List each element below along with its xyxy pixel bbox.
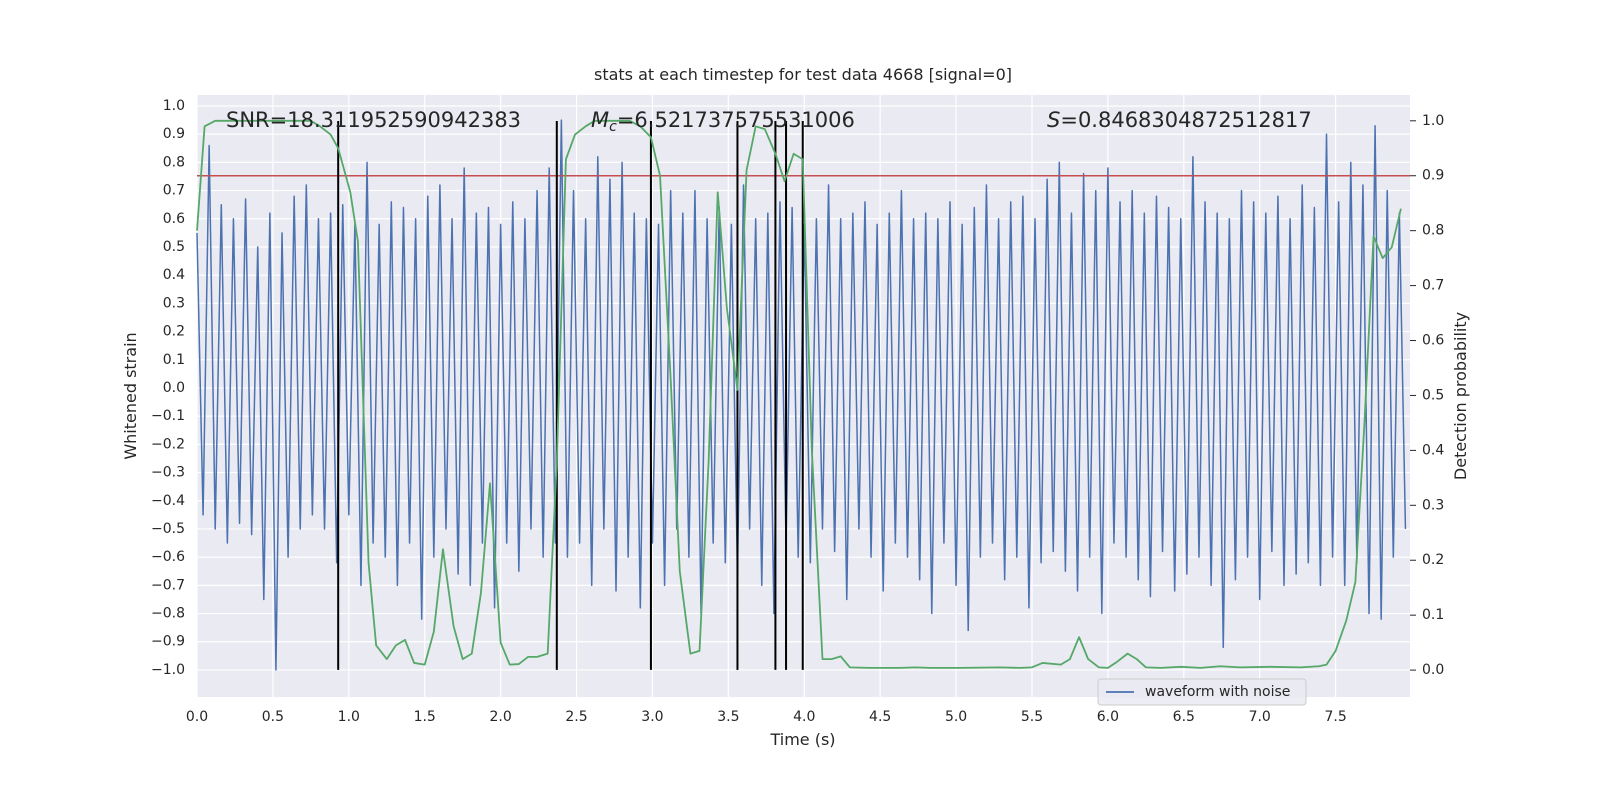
y-tick-label: 0.8 <box>163 154 185 170</box>
y-tick-label: −1.0 <box>151 662 185 678</box>
y2-tick-label: 0.5 <box>1422 387 1444 403</box>
annotation: Mc=6.521737575531006 <box>591 108 855 135</box>
y2-tick-label: 0.9 <box>1422 168 1444 184</box>
annotation: SNR=18.311952590942383 <box>226 108 521 132</box>
y-tick-label: 1.0 <box>163 98 185 114</box>
y2-axis-label: Detection probability <box>1451 312 1470 480</box>
legend-box <box>1097 678 1307 706</box>
x-tick-label: 4.0 <box>793 709 815 725</box>
y2-tick-label: 0.7 <box>1422 278 1444 294</box>
y-tick-label: 0.0 <box>163 380 185 396</box>
y2-tick-label: 0.4 <box>1422 442 1444 458</box>
legend: waveform with noise <box>1097 678 1307 706</box>
y2-tick-label: 0.6 <box>1422 333 1444 349</box>
waveform-line <box>196 119 1407 671</box>
y-tick-label: −0.7 <box>151 577 185 593</box>
x-tick-label: 7.5 <box>1324 709 1346 725</box>
probability-line <box>196 119 1402 669</box>
x-axis-label: Time (s) <box>769 730 835 749</box>
overlay: SNR=18.311952590942383 Mc=6.5217375755310… <box>196 108 1410 706</box>
y-tick-label: −0.2 <box>151 436 185 452</box>
annotation-symbol: S <box>1047 108 1060 132</box>
annotation-text: SNR=18.311952590942383 <box>226 108 521 132</box>
x-tick-label: 0.5 <box>262 709 284 725</box>
chart-title: stats at each timestep for test data 466… <box>594 65 1012 84</box>
y-tick-label: −0.1 <box>151 408 185 424</box>
y2-tick-label: 0.3 <box>1422 497 1444 513</box>
x-tick-label: 7.0 <box>1249 709 1271 725</box>
x-tick-label: 5.5 <box>1021 709 1043 725</box>
y2-tick-label: 1.0 <box>1422 113 1444 129</box>
y-tick-label: −0.3 <box>151 465 185 481</box>
y-tick-label: −0.5 <box>151 521 185 537</box>
x-tick-label: 3.5 <box>717 709 739 725</box>
y2-tick-label: 0.0 <box>1422 662 1444 678</box>
annotation-text: =0.8468304872512817 <box>1060 108 1311 132</box>
y2-tick-label: 0.2 <box>1422 552 1444 568</box>
x-tick-label: 3.0 <box>641 709 663 725</box>
y-tick-label: −0.4 <box>151 493 185 509</box>
x-tick-label: 4.5 <box>869 709 891 725</box>
y2-tick-label: 0.8 <box>1422 223 1444 239</box>
x-tick-label: 0.0 <box>186 709 208 725</box>
annotation-subscript: c <box>609 119 617 135</box>
y-axis-label: Whitened strain <box>121 332 140 459</box>
y-tick-label: 0.7 <box>163 183 185 199</box>
x-tick-label: 5.0 <box>945 709 967 725</box>
y-tick-label: 0.5 <box>163 239 185 255</box>
y-tick-label: 0.9 <box>163 126 185 142</box>
x-tick-label: 1.5 <box>414 709 436 725</box>
x-tick-label: 6.5 <box>1173 709 1195 725</box>
y2-tick-label: 0.1 <box>1422 607 1444 623</box>
x-tick-label: 2.0 <box>489 709 511 725</box>
annotation: S=0.8468304872512817 <box>1047 108 1312 132</box>
legend-label: waveform with noise <box>1145 684 1290 700</box>
x-tick-label: 2.5 <box>565 709 587 725</box>
y-tick-label: 0.4 <box>163 267 185 283</box>
y-tick-label: −0.8 <box>151 606 185 622</box>
y-tick-label: 0.6 <box>163 211 185 227</box>
y-tick-label: 0.2 <box>163 324 185 340</box>
y-tick-label: −0.6 <box>151 549 185 565</box>
x-tick-label: 1.0 <box>338 709 360 725</box>
y-tick-label: −0.9 <box>151 634 185 650</box>
annotation-symbol: M <box>591 108 609 132</box>
y-tick-label: 0.1 <box>163 352 185 368</box>
y-tick-label: 0.3 <box>163 295 185 311</box>
x-tick-label: 6.0 <box>1097 709 1119 725</box>
annotation-text: =6.521737575531006 <box>617 108 855 132</box>
